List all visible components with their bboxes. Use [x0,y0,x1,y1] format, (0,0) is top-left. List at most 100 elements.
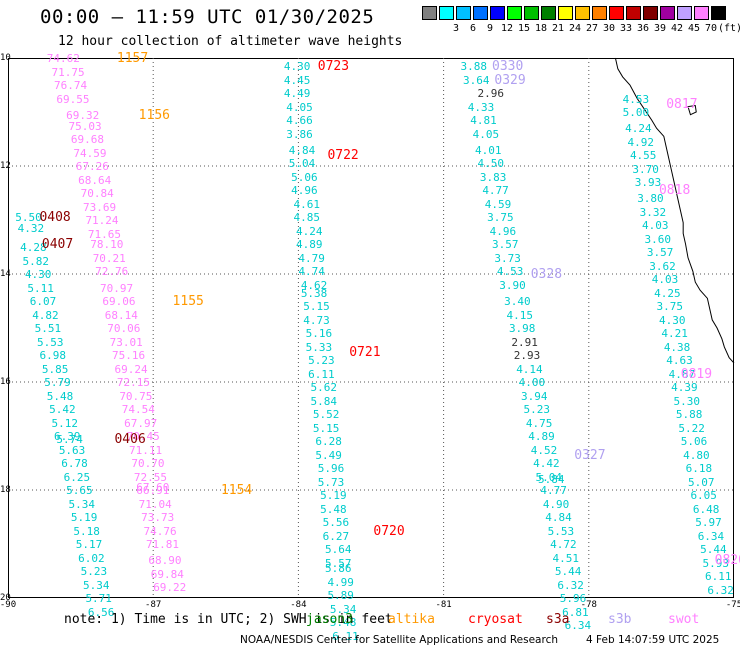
colorbar-tick-label: 39 [653,23,667,34]
wave-height-value: 6.18 [685,462,713,476]
satellite-legend-swot: swot [668,612,700,627]
credit-line: NOAA/NESDIS Center for Satellite Applica… [240,634,558,646]
colorbar-swatch [643,6,658,20]
wave-height-value: 4.30 [24,268,52,281]
colorbar-tick-label: 27 [585,23,599,34]
wave-height-value: 5.82 [22,254,50,268]
wave-height-value: 4.33 [467,100,495,114]
wave-height-value: 5.06 [680,435,708,449]
wave-height-value: 4.30 [658,313,686,327]
wave-height-value: 4.14 [516,362,543,376]
wave-height-value: 4.50 [477,157,504,171]
wave-height-value: 4.39 [671,381,698,395]
colorbar-swatch [609,6,624,20]
wave-height-value: 4.84 [545,511,572,524]
wave-height-value: 70.21 [92,251,126,265]
pass-time-label: 1154 [220,483,253,498]
wave-height-value: 3.83 [479,170,507,184]
wave-height-value: 4.53 [496,265,524,279]
wave-height-value: 5.42 [49,403,76,416]
wave-height-value: 4.87 [668,367,696,381]
wave-height-value: 4.49 [283,87,311,101]
wave-height-value: 4.51 [552,551,580,565]
wave-height-value: 5.57 [325,556,352,570]
wave-height-value: 70.45 [126,430,160,443]
colorbar-swatch [507,6,522,20]
wave-height-value: 68.14 [104,308,138,322]
colorbar-tick-label: 30 [602,23,616,34]
wave-height-value: 4.89 [295,238,323,252]
wave-height-value: 68.90 [148,554,182,568]
wave-height-value: 4.30 [283,60,311,74]
pass-time-label: 0408 [39,210,71,226]
wave-height-value: 4.96 [489,224,517,238]
pass-time-label: 0328 [530,267,563,282]
colorbar-tick-label: 33 [619,23,633,34]
wave-height-value: 3.57 [492,238,519,252]
pass-time-label: 1156 [138,107,170,123]
island-outline [687,104,697,116]
wave-height-value: 4.38 [663,340,691,354]
wave-height-value: 4.96 [291,184,318,198]
wave-height-value: 3.88 [460,60,488,74]
wave-height-value: 4.66 [286,114,313,128]
wave-height-value: 74.62 [46,52,80,65]
pass-time-label: 0722 [327,148,359,164]
wave-height-value: 3.57 [646,246,674,260]
wave-height-value: 74.54 [121,403,155,416]
wave-height-value: 71.11 [129,443,163,457]
pass-time-label: 0720 [373,523,405,539]
wave-height-value: 5.15 [303,300,330,314]
colorbar-swatch [694,6,709,20]
wave-height-value: 3.80 [637,192,664,206]
colorbar-swatch [677,6,692,20]
satellite-legend-altika: altika [388,612,435,627]
longitude-tick-label: -84 [290,600,307,610]
wave-height-value: 3.75 [487,211,514,225]
colorbar-swatch [592,6,607,20]
wave-height-value: 5.64 [325,543,352,557]
wave-height-value: 3.86 [286,127,313,141]
wave-height-value: 4.05 [286,100,313,114]
wave-height-value: 4.84 [288,143,316,157]
wave-height-value: 4.75 [525,416,553,430]
wave-height-value: 5.79 [44,376,71,389]
latitude-tick-label: 16 [0,377,11,387]
colorbar-tick-label: 45 [687,23,701,34]
wave-height-value: 6.34 [564,619,592,632]
wave-height-value: 4.55 [629,149,657,163]
wave-height-value: 76.74 [53,79,88,92]
wave-height-value: 4.53 [622,92,650,106]
wave-height-value: 4.25 [654,286,681,300]
wave-height-value: 5.19 [70,511,98,524]
wave-height-value: 4.42 [533,457,560,470]
colorbar-unit: (ft) [718,23,740,34]
wave-height-value: 4.61 [293,197,321,211]
colorbar-tick-label: 18 [534,23,548,34]
wave-height-value: 5.62 [310,381,338,395]
wave-height-value: 5.04 [288,157,316,171]
wave-height-value: 3.90 [499,278,526,292]
wave-height-value: 4.24 [295,224,323,238]
wave-height-value: 5.15 [312,421,340,435]
wave-height-value: 75.16 [112,349,146,362]
wave-height-value: 4.32 [17,222,45,236]
wave-height-value: 5.50 [15,211,42,225]
colorbar-tick-label: 24 [568,23,582,34]
wave-height-value: 4.77 [482,184,509,198]
wave-height-value: 6.39 [53,430,81,443]
wave-height-value: 4.99 [327,575,354,589]
wave-height-value: 70.06 [107,322,141,335]
wave-height-value: 4.92 [627,135,655,149]
colorbar-tick-label: 9 [486,23,494,34]
wave-height-value: 4.59 [484,197,512,211]
coastline [614,57,735,364]
wave-height-value: 4.63 [666,354,693,368]
longitude-tick-label: -75 [725,600,740,610]
wave-height-value: 70.70 [131,457,165,470]
wave-height-value: 4.05 [472,127,500,141]
wave-height-value: 6.81 [562,605,589,619]
wave-height-value: 5.34 [329,602,357,616]
wave-height-value: 5.48 [329,616,357,630]
wave-height-value: 6.78 [61,457,88,470]
